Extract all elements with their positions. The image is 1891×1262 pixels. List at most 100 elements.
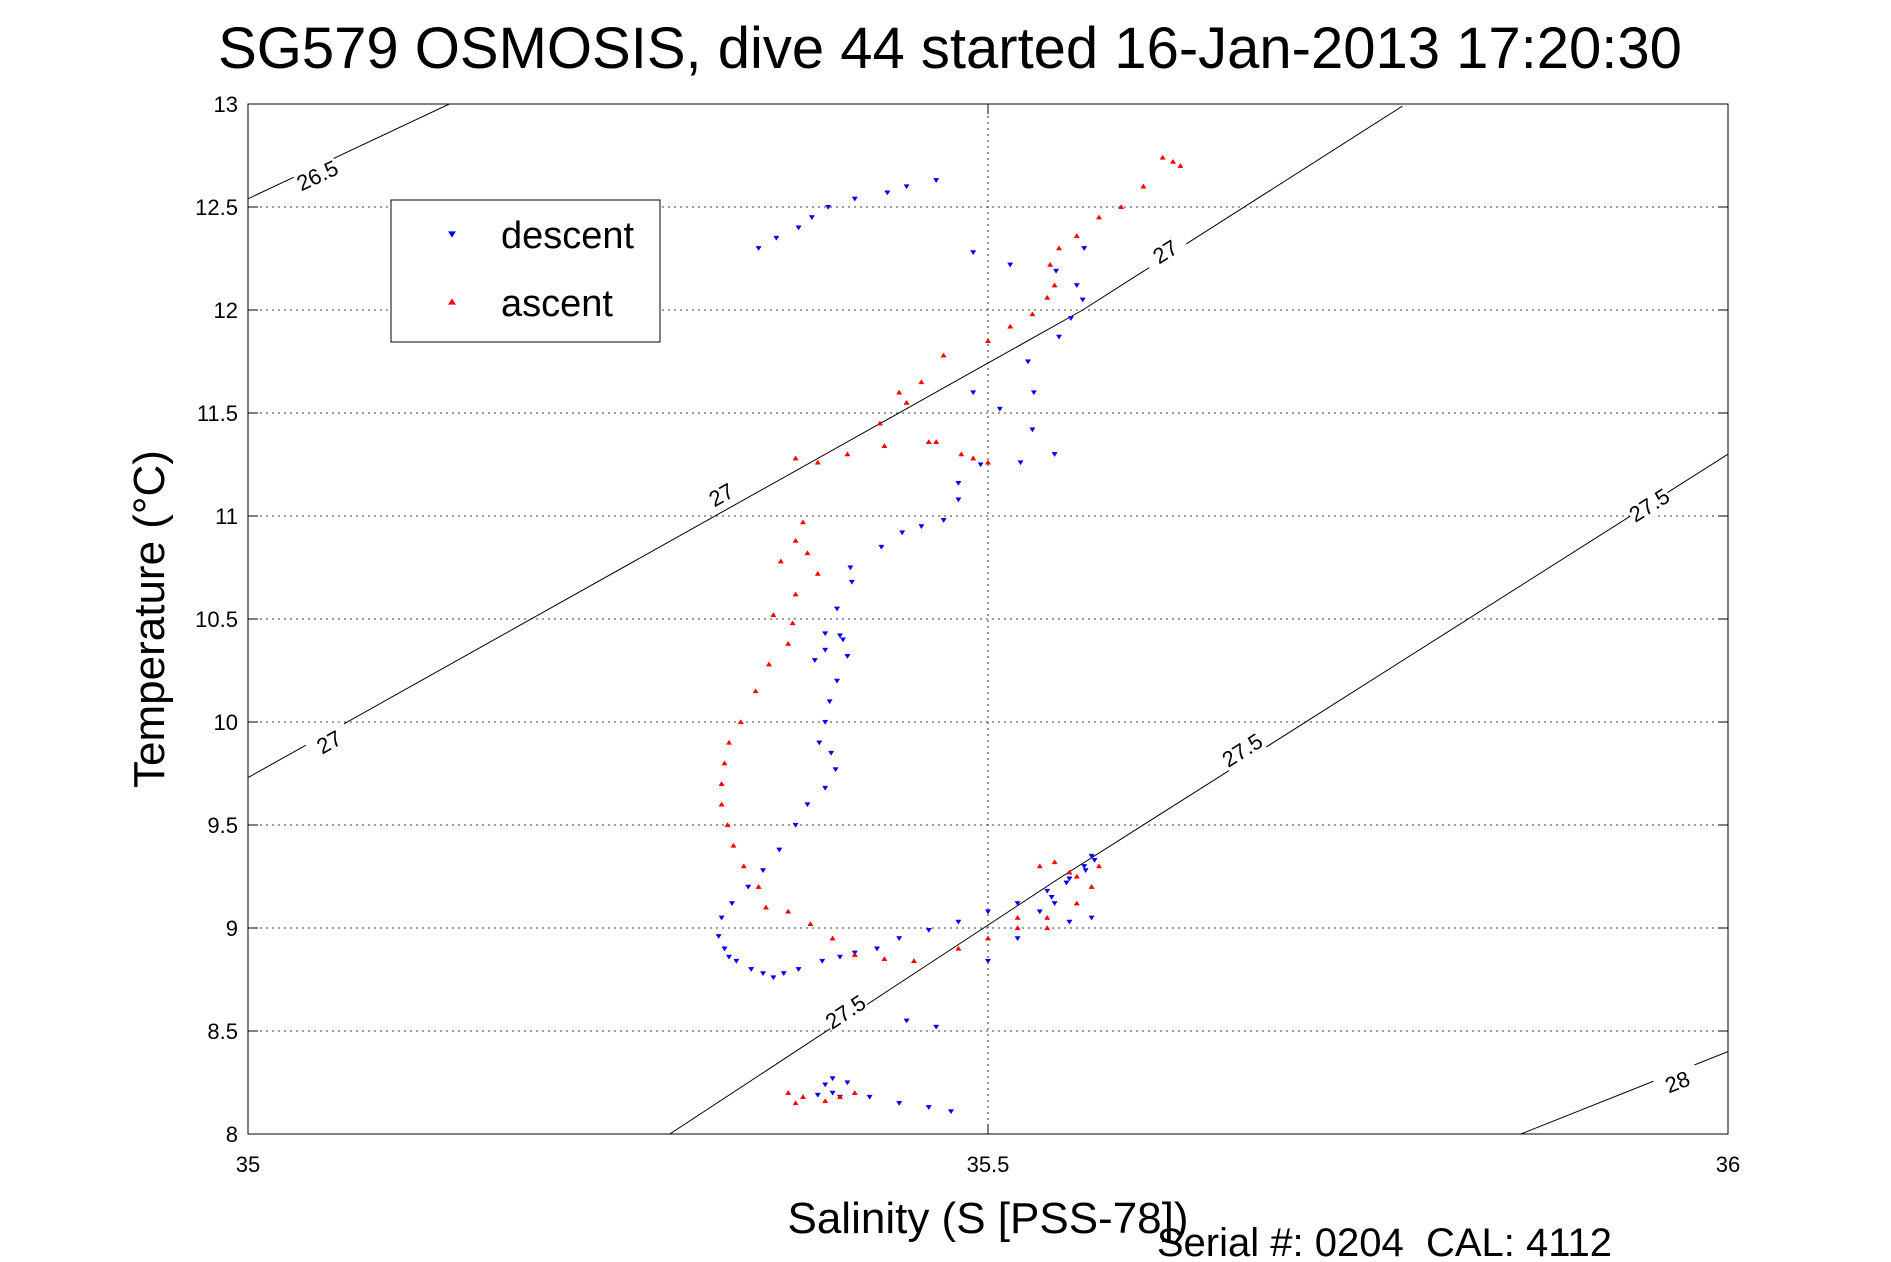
ascent-point	[1044, 294, 1051, 300]
ascent-point	[799, 519, 807, 525]
descent-point	[996, 406, 1003, 412]
descent-point	[816, 740, 823, 746]
density-contour-line	[669, 453, 1728, 1134]
density-contour-label: 27.5	[1624, 482, 1674, 527]
density-contour-line	[1520, 1051, 1728, 1134]
descent-point	[903, 1018, 910, 1024]
legend-ascent-label: ascent	[501, 283, 613, 325]
ascent-point	[1088, 883, 1095, 889]
descent-point	[918, 524, 925, 530]
ascent-point	[881, 956, 888, 961]
descent-point	[940, 518, 947, 523]
descent-point	[832, 767, 839, 773]
x-axis-label: Salinity (S [PSS-78])	[787, 1194, 1188, 1243]
legend-box	[390, 199, 661, 343]
ascent-point	[903, 399, 910, 405]
descent-point	[899, 530, 906, 536]
ascent-point	[1029, 311, 1036, 317]
descent-point	[848, 579, 855, 585]
ascent-point	[1066, 869, 1073, 875]
descent-point	[873, 946, 881, 952]
descent-point	[1067, 316, 1074, 322]
ascent-point	[737, 719, 744, 725]
descent-point	[822, 785, 829, 791]
descent-point	[773, 235, 780, 241]
ascent-point	[1014, 925, 1021, 931]
descent-point	[715, 934, 722, 940]
descent-point	[977, 462, 984, 468]
descent-point	[1079, 297, 1086, 303]
y-tick-label: 10.5	[195, 607, 238, 632]
ascent-point	[1051, 282, 1058, 288]
contour-label-background	[292, 154, 343, 196]
ascent-point	[933, 439, 940, 444]
descent-point	[826, 699, 833, 705]
descent-point	[759, 868, 767, 874]
ascent-point	[851, 951, 858, 957]
ascent-point	[984, 459, 992, 465]
density-contour-label: 27	[303, 720, 354, 763]
descent-point	[822, 647, 829, 653]
ascent-point	[807, 921, 814, 926]
ascent-point	[1073, 233, 1080, 238]
descent-point	[804, 802, 811, 808]
ascent-point	[844, 451, 851, 457]
ascent-point	[1159, 154, 1166, 160]
ascent-point	[896, 389, 903, 395]
descent-point	[828, 750, 835, 756]
ascent-point	[725, 739, 733, 745]
descent-point	[833, 606, 841, 612]
contour-label-text: 27.5	[1218, 728, 1268, 772]
descent-point	[984, 958, 992, 964]
density-contour-label: 27.5	[1217, 728, 1268, 772]
ascent-point	[970, 455, 977, 461]
descent-point	[1044, 888, 1051, 894]
descent-point	[755, 246, 762, 252]
descent-point	[1082, 868, 1089, 874]
x-tick-label: 35	[236, 1152, 260, 1177]
ascent-point	[740, 863, 747, 869]
ascent-point	[851, 1089, 858, 1095]
ascent-point	[792, 537, 799, 543]
descent-point	[1066, 876, 1073, 882]
y-tick-label: 10	[214, 710, 238, 735]
ascent-point	[1051, 859, 1058, 865]
density-contour-line	[248, 105, 1403, 779]
descent-point	[970, 390, 977, 396]
y-tick-label: 9	[226, 916, 238, 941]
ascent-point	[770, 612, 777, 617]
legend: descent ascent	[390, 199, 661, 343]
ascent-point	[881, 443, 888, 449]
descent-point	[933, 178, 940, 184]
ascent-point	[1073, 873, 1080, 879]
legend-ascent-marker	[448, 298, 456, 305]
descent-point	[839, 637, 847, 643]
density-contour-label: 27	[1140, 229, 1191, 274]
ascent-point	[785, 908, 792, 914]
descent-point	[811, 658, 818, 664]
ascent-point	[822, 1098, 829, 1104]
descent-point	[947, 1109, 955, 1115]
descent-point	[896, 936, 903, 942]
ascent-point	[785, 640, 792, 646]
descent-point	[1014, 936, 1021, 942]
ascent-point	[755, 883, 762, 889]
descent-point	[925, 1105, 932, 1111]
y-tick-label: 12	[214, 298, 238, 323]
ascent-point	[876, 420, 884, 426]
descent-point	[955, 480, 962, 486]
ascent-point	[799, 1094, 807, 1099]
ascent-point	[940, 352, 947, 358]
ascent-point	[814, 459, 821, 465]
ascent-point	[752, 688, 759, 694]
descent-point	[721, 946, 728, 952]
descent-point	[1017, 460, 1024, 466]
descent-point	[1048, 895, 1055, 900]
y-tick-label: 11	[215, 504, 238, 529]
ascent-point	[792, 1100, 799, 1106]
descent-point	[1073, 283, 1080, 289]
density-contour-label: 28	[1652, 1062, 1703, 1101]
ascent-point	[984, 935, 992, 941]
descent-point	[819, 958, 826, 964]
ascent-point	[955, 945, 962, 951]
